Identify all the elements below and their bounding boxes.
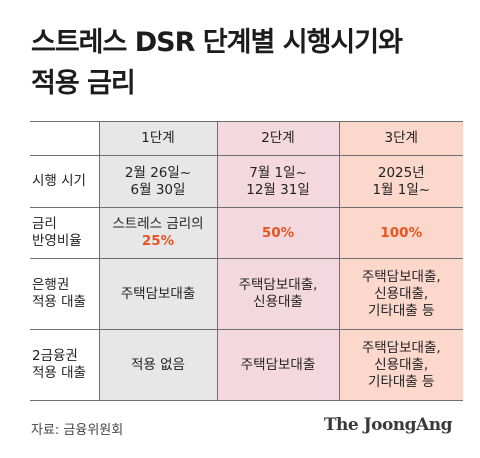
header-stage1: 1단계 [98,121,218,156]
cell-line: 주택담보대출, [361,268,441,285]
row-label-line: 반영비율 [32,233,82,249]
title-line-2: 적용 금리 [31,68,136,99]
cell-line: 주택담보대출, [238,277,318,293]
row-label-rate: 금리 반영비율 [30,207,100,259]
cell-bank-stage2: 주택담보대출, 신용대출 [216,258,340,330]
rate-value-stage3: 100% [380,224,423,241]
cell-line: 2025년 [377,164,425,181]
cell-line: 1월 1일~ [372,181,431,198]
header-stage2: 2단계 [216,121,340,156]
cell-line: 스트레스 금리의 [112,216,204,232]
row-label-bank: 은행권 적용 대출 [30,258,100,330]
cell-bank-stage1: 주택담보대출 [98,258,218,330]
cell-period-stage3: 2025년 1월 1일~ [338,155,463,208]
cell-second-tier-stage1: 적용 없음 [98,329,218,401]
cell-line: 신용대출, [374,285,429,302]
cell-line: 신용대출 [253,294,303,310]
row-label-line: 금리 [32,216,57,232]
cell-rate-stage2: 50% [216,207,340,259]
page-title: 스트레스 DSR 단계별 시행시기와 적용 금리 [31,22,461,104]
cell-line: 6월 30일 [130,181,186,198]
cell-line: 주택담보대출 [120,285,196,302]
row-label-line: 2금융권 [32,348,78,364]
source-note: 자료: 금융위원회 [31,423,124,438]
cell-line: 신용대출, [374,356,429,373]
header-stage3: 3단계 [338,121,463,156]
cell-line: 적용 없음 [131,356,185,373]
row-label-period: 시행 시기 [30,155,100,208]
cell-line: 2월 26일~ [124,164,192,181]
table-row-period: 시행 시기 2월 26일~ 6월 30일 7월 1일~ 12월 31일 2025… [30,155,463,208]
title-line-1: 스트레스 DSR 단계별 시행시기와 [31,27,403,58]
cell-period-stage2: 7월 1일~ 12월 31일 [216,155,340,208]
table-row-bank: 은행권 적용 대출 주택담보대출 주택담보대출, 신용대출 주택담보대출, 신용… [30,258,463,330]
cell-line: 기타대출 등 [368,373,435,390]
table-row-second-tier: 2금융권 적용 대출 적용 없음 주택담보대출 주택담보대출, 신용대출, 기타… [30,329,463,401]
cell-second-tier-stage2: 주택담보대출 [216,329,340,401]
row-label-line: 적용 대출 [32,294,86,310]
cell-period-stage1: 2월 26일~ 6월 30일 [98,155,218,208]
publisher-logo: The JoongAng [323,415,453,435]
rate-value-stage2: 50% [261,224,295,241]
row-label-second-tier: 2금융권 적용 대출 [30,329,100,401]
table-header-row: 1단계 2단계 3단계 [30,121,463,156]
row-label-line: 적용 대출 [32,365,86,381]
cell-line: 7월 1일~ [249,164,307,181]
cell-line: 12월 31일 [246,181,310,198]
cell-bank-stage3: 주택담보대출, 신용대출, 기타대출 등 [338,258,463,330]
header-empty-cell [30,121,100,156]
cell-line: 주택담보대출, [361,339,441,356]
cell-rate-stage1: 스트레스 금리의 25% [98,207,218,259]
cell-second-tier-stage3: 주택담보대출, 신용대출, 기타대출 등 [338,329,463,401]
cell-rate-stage3: 100% [338,207,463,259]
row-label-line: 은행권 [32,277,70,293]
cell-line: 주택담보대출 [240,356,316,373]
dsr-stage-table: 1단계 2단계 3단계 시행 시기 2월 26일~ 6월 30일 7월 1일~ … [30,121,463,401]
table-row-rate: 금리 반영비율 스트레스 금리의 25% 50% 100% [30,207,463,259]
rate-value-stage1: 25% [141,233,175,249]
row-label-line: 시행 시기 [32,173,86,189]
cell-line: 기타대출 등 [368,302,435,319]
